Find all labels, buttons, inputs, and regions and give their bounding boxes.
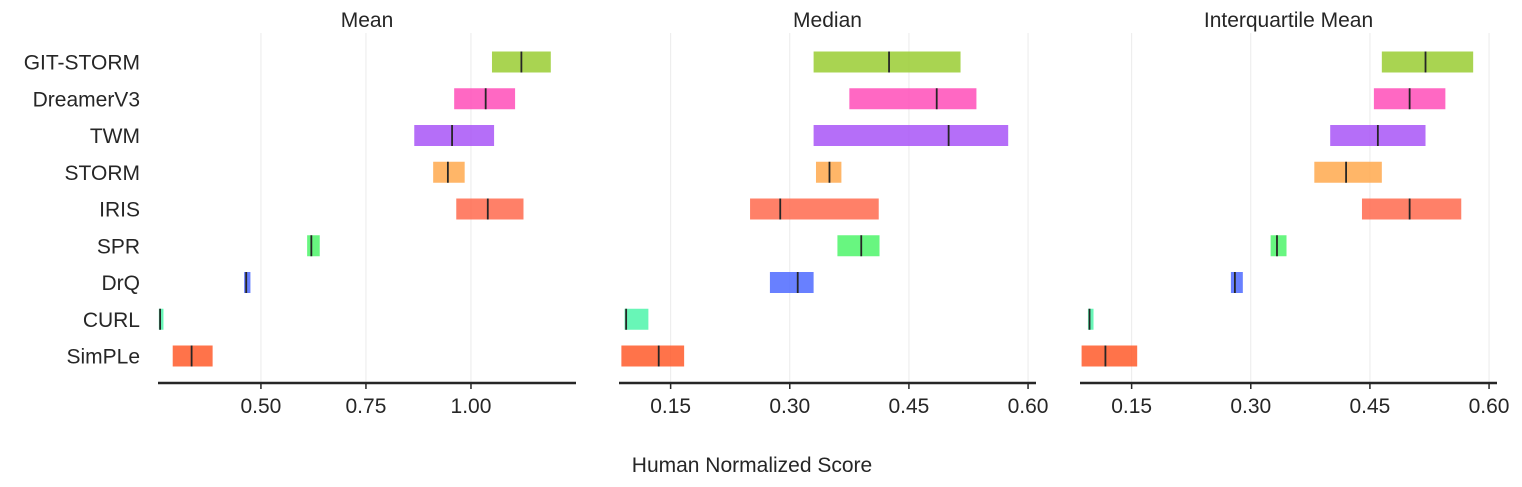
interval-bar-2-simple <box>1081 345 1138 367</box>
tick-label-2-1: 0.30 <box>1230 395 1271 418</box>
y-label-simple: SimPLe <box>66 346 140 369</box>
y-label-spr: SPR <box>97 235 140 258</box>
tick-label-2-0: 0.15 <box>1111 395 1152 418</box>
y-label-curl: CURL <box>83 309 140 332</box>
panel-title-2: Interquartile Mean <box>1204 9 1373 32</box>
interval-bar-2-drq <box>1230 272 1243 293</box>
interval-bar-2-curl <box>1087 308 1094 330</box>
y-label-git-storm: GIT-STORM <box>24 52 140 75</box>
interval-bar-0-dreamerv3 <box>454 88 516 110</box>
tick-label-1-0: 0.15 <box>650 395 691 418</box>
interval-bar-1-twm <box>813 125 1009 146</box>
x-axis-label: Human Normalized Score <box>632 454 872 477</box>
interval-bar-1-spr <box>837 235 880 257</box>
interval-bar-1-curl <box>624 308 649 330</box>
interval-bar-0-twm <box>414 125 495 146</box>
interval-bar-0-curl <box>158 308 164 330</box>
tick-label-2-3: 0.60 <box>1469 395 1510 418</box>
y-label-storm: STORM <box>65 162 140 185</box>
interval-bar-0-storm <box>433 161 465 183</box>
tick-label-0-0: 0.50 <box>240 395 281 418</box>
interval-bar-0-simple <box>172 345 213 367</box>
tick-label-1-1: 0.30 <box>769 395 810 418</box>
tick-label-1-2: 0.45 <box>888 395 929 418</box>
interval-bar-2-git-storm <box>1381 51 1474 73</box>
interval-bar-1-dreamerv3 <box>849 88 977 110</box>
panel-title-1: Median <box>793 9 862 32</box>
interval-bar-1-iris <box>750 198 879 220</box>
y-label-drq: DrQ <box>102 272 141 295</box>
interval-bar-0-drq <box>244 272 251 293</box>
interval-bar-1-drq <box>769 272 814 293</box>
tick-label-0-1: 0.75 <box>346 395 387 418</box>
panel-title-0: Mean <box>341 9 394 32</box>
tick-label-1-3: 0.60 <box>1008 395 1049 418</box>
y-label-twm: TWM <box>90 125 140 148</box>
interval-bar-1-git-storm <box>813 51 961 73</box>
y-label-iris: IRIS <box>99 199 140 222</box>
interval-bar-1-simple <box>621 345 685 367</box>
tick-label-2-2: 0.45 <box>1349 395 1390 418</box>
y-label-dreamerv3: DreamerV3 <box>33 88 140 111</box>
interval-bar-2-spr <box>1270 235 1287 257</box>
interval-bar-0-spr <box>307 235 320 257</box>
interval-bar-0-iris <box>456 198 524 220</box>
interval-bar-2-storm <box>1314 161 1382 183</box>
interval-bar-2-iris <box>1361 198 1462 220</box>
tick-label-0-2: 1.00 <box>451 395 492 418</box>
